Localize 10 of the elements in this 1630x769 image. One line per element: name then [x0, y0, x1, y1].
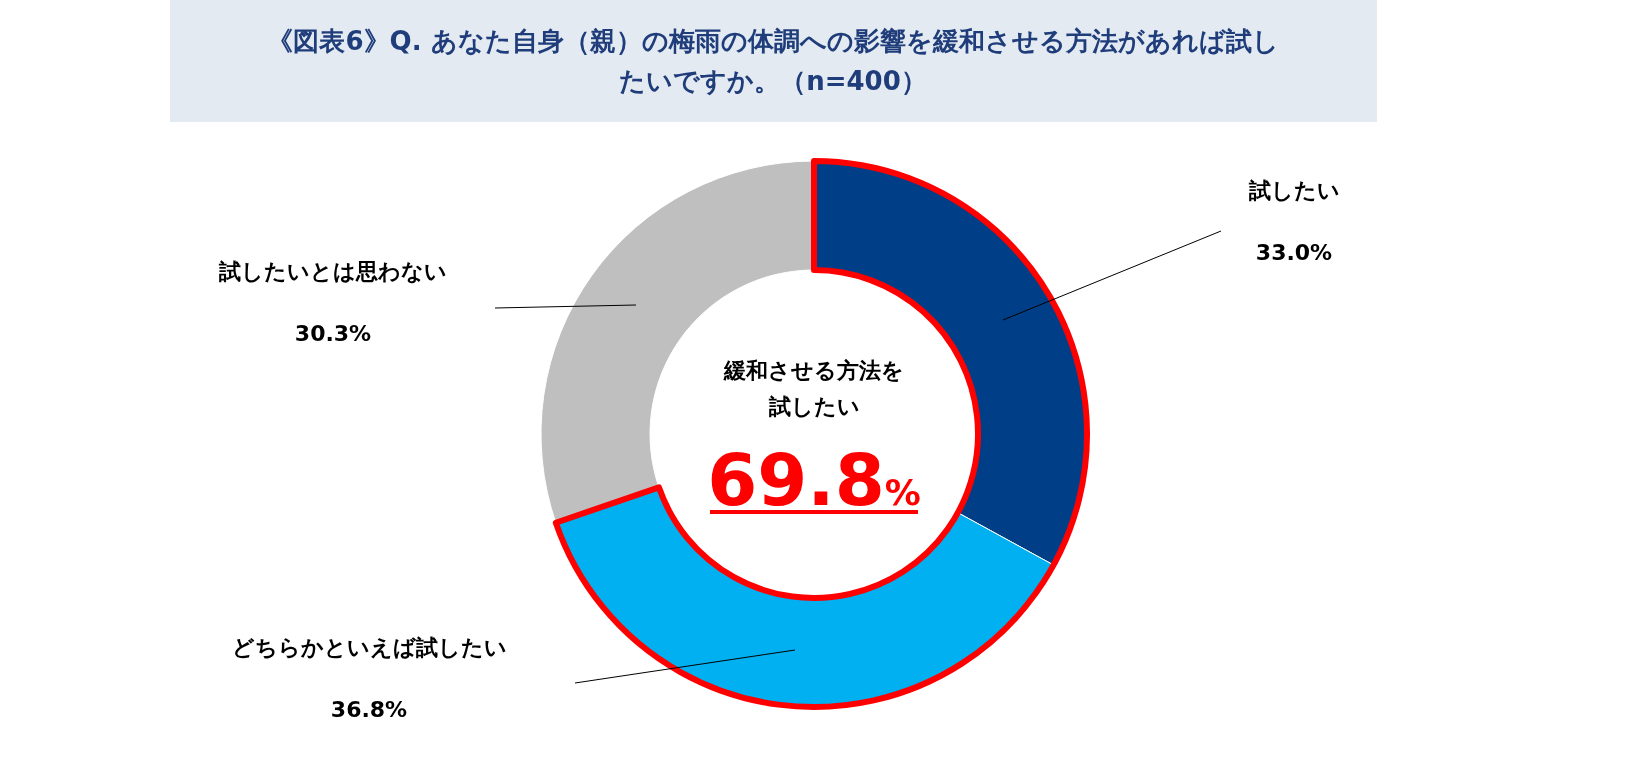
- data-label: 30.3%: [294, 321, 372, 346]
- slice-label: 試したい: [1247, 178, 1340, 203]
- text: 試したい: [767, 394, 860, 419]
- text: 緩和させる方法を: [723, 358, 904, 383]
- text: 69.8%: [707, 438, 921, 522]
- slice-label: どちらかといえば試したい: [231, 635, 507, 660]
- data-label: 33.0%: [1255, 240, 1333, 265]
- data-label: 36.8%: [330, 697, 408, 722]
- chart-title: 《図表6》Q. あなた自身（親）の梅雨の体調への影響を緩和させる方法があれば試したいですか。（n=400）: [267, 26, 1279, 96]
- slice-label: 試したいとは思わない: [218, 259, 447, 284]
